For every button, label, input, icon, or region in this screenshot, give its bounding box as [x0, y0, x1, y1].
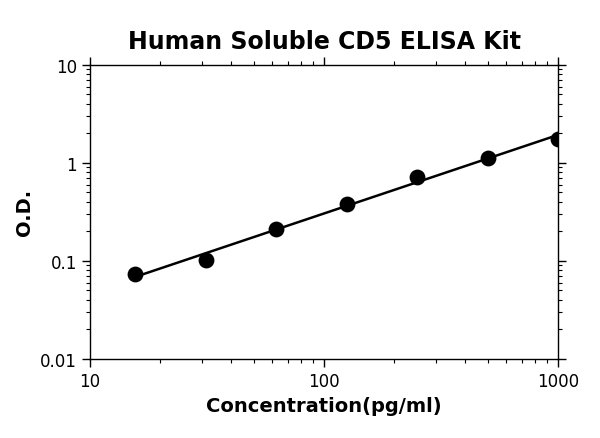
Title: Human Soluble CD5 ELISA Kit: Human Soluble CD5 ELISA Kit: [128, 30, 521, 54]
Point: [201, 257, 211, 264]
Point: [271, 226, 281, 233]
Y-axis label: O.D.: O.D.: [16, 189, 34, 236]
X-axis label: Concentration(pg/ml): Concentration(pg/ml): [206, 396, 442, 415]
Point: [412, 174, 422, 181]
Point: [553, 136, 563, 143]
Point: [342, 201, 352, 208]
Point: [131, 271, 140, 278]
Point: [483, 155, 493, 162]
